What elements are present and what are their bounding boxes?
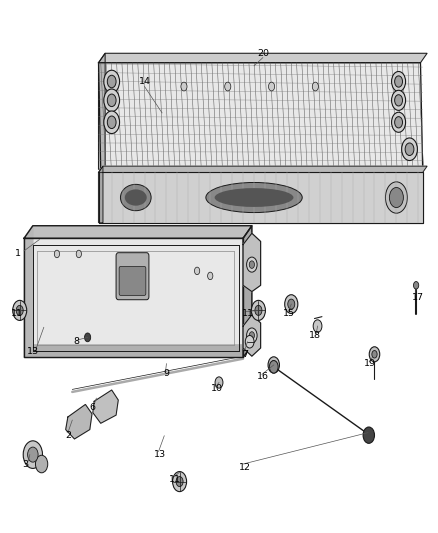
Polygon shape: [93, 390, 118, 423]
Polygon shape: [66, 405, 92, 439]
Circle shape: [208, 272, 213, 280]
Polygon shape: [99, 173, 423, 223]
Text: 13: 13: [154, 450, 166, 459]
Polygon shape: [243, 226, 252, 358]
Text: 6: 6: [89, 403, 95, 412]
Circle shape: [35, 455, 48, 473]
Circle shape: [392, 71, 406, 92]
Circle shape: [107, 75, 116, 88]
Circle shape: [313, 320, 322, 333]
Circle shape: [249, 332, 254, 339]
Text: 7: 7: [242, 350, 248, 359]
Text: 15: 15: [283, 309, 295, 318]
Polygon shape: [99, 166, 103, 223]
Text: 20: 20: [257, 49, 269, 58]
Circle shape: [54, 250, 60, 258]
Text: 10: 10: [211, 384, 223, 393]
Ellipse shape: [125, 189, 147, 206]
Circle shape: [104, 89, 120, 111]
Polygon shape: [24, 345, 252, 358]
Circle shape: [249, 261, 254, 269]
Circle shape: [269, 360, 278, 373]
Circle shape: [385, 182, 407, 213]
Circle shape: [285, 295, 298, 313]
Polygon shape: [99, 53, 105, 169]
Circle shape: [268, 82, 275, 91]
Text: 16: 16: [257, 372, 269, 381]
Circle shape: [268, 357, 279, 373]
Ellipse shape: [120, 184, 151, 211]
Circle shape: [76, 250, 81, 258]
Circle shape: [247, 328, 257, 343]
Circle shape: [176, 477, 183, 487]
Circle shape: [288, 299, 295, 309]
Text: 11: 11: [241, 309, 254, 318]
Polygon shape: [24, 226, 33, 358]
Text: 19: 19: [364, 359, 376, 368]
Polygon shape: [24, 238, 243, 358]
Text: 12: 12: [239, 463, 251, 472]
Circle shape: [389, 188, 403, 207]
Polygon shape: [99, 63, 423, 169]
Circle shape: [395, 95, 403, 106]
Circle shape: [104, 111, 120, 134]
Text: 13: 13: [27, 346, 39, 356]
Text: 17: 17: [412, 293, 424, 302]
Circle shape: [104, 70, 120, 93]
Ellipse shape: [215, 188, 293, 207]
Text: 14: 14: [138, 77, 151, 86]
Circle shape: [28, 447, 38, 462]
Text: 8: 8: [74, 337, 80, 346]
Circle shape: [23, 441, 42, 469]
Circle shape: [251, 301, 265, 320]
Circle shape: [413, 281, 419, 289]
Polygon shape: [243, 315, 261, 356]
Circle shape: [402, 138, 417, 160]
Circle shape: [245, 335, 254, 348]
Circle shape: [85, 333, 91, 342]
Text: 11: 11: [11, 309, 23, 318]
Text: 1: 1: [15, 249, 21, 259]
Circle shape: [173, 472, 187, 491]
Circle shape: [312, 82, 318, 91]
Circle shape: [194, 267, 200, 274]
Circle shape: [107, 94, 116, 107]
Circle shape: [107, 116, 116, 128]
Text: 3: 3: [22, 459, 28, 469]
Polygon shape: [243, 233, 261, 292]
Circle shape: [363, 427, 374, 443]
Text: 9: 9: [163, 369, 170, 377]
Circle shape: [225, 82, 231, 91]
Circle shape: [395, 117, 403, 128]
Circle shape: [13, 301, 27, 320]
Circle shape: [247, 257, 257, 272]
Circle shape: [392, 90, 406, 110]
FancyBboxPatch shape: [116, 253, 149, 300]
FancyBboxPatch shape: [119, 266, 146, 295]
Circle shape: [372, 351, 377, 358]
Circle shape: [16, 305, 23, 316]
Circle shape: [395, 76, 403, 87]
Polygon shape: [24, 226, 252, 238]
Text: 2: 2: [65, 431, 71, 440]
Polygon shape: [99, 53, 427, 63]
Circle shape: [271, 360, 277, 369]
Circle shape: [369, 347, 380, 362]
Polygon shape: [99, 166, 427, 173]
Circle shape: [255, 305, 262, 316]
Circle shape: [405, 143, 414, 156]
Circle shape: [181, 82, 187, 91]
Ellipse shape: [206, 182, 302, 213]
Text: 11: 11: [169, 475, 181, 484]
Text: 18: 18: [309, 331, 321, 340]
Circle shape: [215, 377, 223, 388]
Circle shape: [392, 112, 406, 132]
